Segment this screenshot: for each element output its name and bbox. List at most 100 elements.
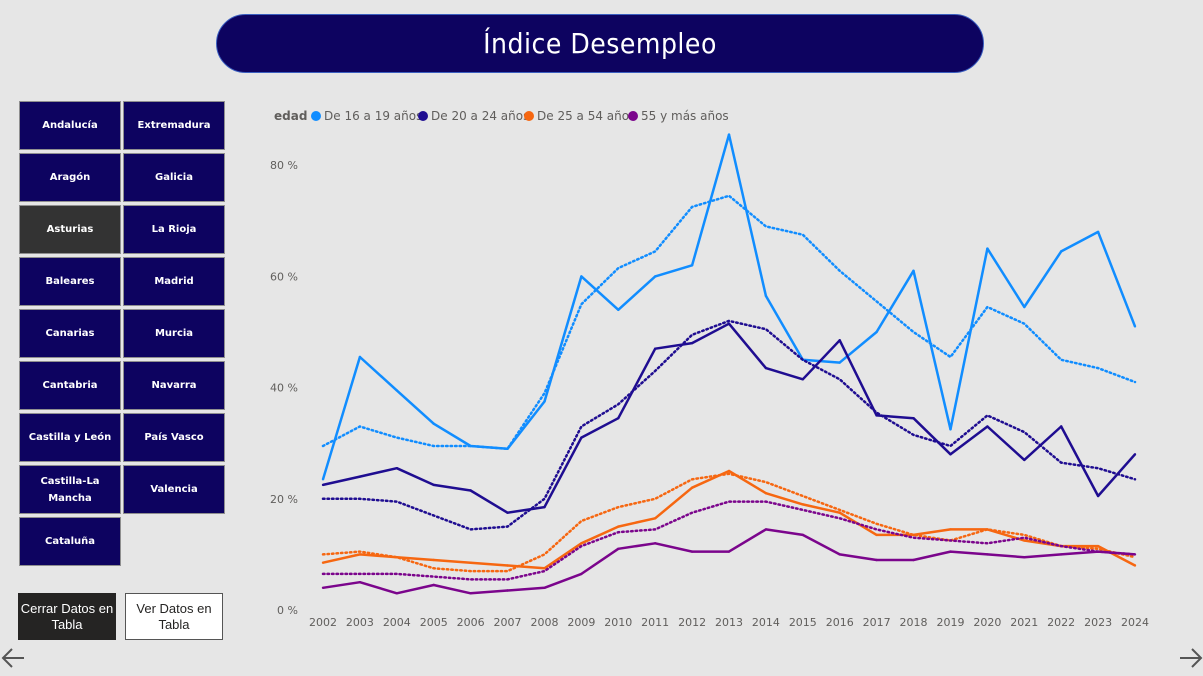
region-button[interactable]: Castilla-La Mancha bbox=[19, 465, 121, 514]
data-point bbox=[654, 347, 657, 350]
data-point bbox=[580, 542, 583, 545]
data-point bbox=[764, 492, 768, 495]
data-point bbox=[1096, 550, 1100, 553]
data-point bbox=[506, 511, 509, 514]
arrow-left-icon[interactable] bbox=[0, 646, 26, 670]
data-point bbox=[506, 589, 509, 592]
y-tick-label: 20 % bbox=[270, 493, 298, 506]
series-group bbox=[321, 500, 1137, 595]
data-point bbox=[875, 533, 878, 537]
data-point bbox=[801, 533, 804, 537]
region-button[interactable]: Cantabria bbox=[19, 361, 121, 410]
data-point bbox=[690, 550, 694, 553]
region-button[interactable]: Canarias bbox=[19, 309, 121, 358]
data-point bbox=[838, 553, 841, 556]
region-button[interactable]: Castilla y León bbox=[19, 413, 121, 462]
region-button[interactable]: Galicia bbox=[123, 153, 225, 202]
series-group bbox=[321, 469, 1137, 573]
x-tick-label: 2021 bbox=[1010, 616, 1038, 629]
region-button[interactable]: Madrid bbox=[123, 257, 225, 306]
data-point bbox=[654, 517, 657, 520]
data-point bbox=[395, 467, 398, 470]
region-button[interactable]: Baleares bbox=[19, 257, 121, 306]
data-point bbox=[912, 533, 915, 537]
data-point bbox=[654, 275, 657, 278]
x-tick-label: 2010 bbox=[604, 616, 632, 629]
data-point bbox=[543, 400, 546, 403]
region-button[interactable]: Extremadura bbox=[123, 101, 225, 150]
data-point bbox=[321, 586, 325, 589]
data-point bbox=[1133, 564, 1137, 567]
data-point bbox=[617, 547, 620, 550]
data-point bbox=[949, 453, 952, 456]
x-tick-label: 2014 bbox=[752, 616, 780, 629]
region-button[interactable]: Asturias bbox=[19, 205, 121, 254]
data-point bbox=[321, 483, 325, 487]
view-table-button[interactable]: Ver Datos en Tabla bbox=[125, 593, 223, 640]
series-group bbox=[321, 319, 1137, 531]
x-tick-label: 2020 bbox=[973, 616, 1001, 629]
legend-label: De 20 a 24 años bbox=[431, 109, 529, 123]
region-button[interactable]: Andalucía bbox=[19, 101, 121, 150]
data-point bbox=[469, 489, 472, 492]
data-point bbox=[395, 389, 398, 392]
data-point bbox=[432, 558, 435, 562]
region-button[interactable]: Valencia bbox=[123, 465, 225, 514]
data-point bbox=[432, 422, 435, 425]
x-tick-label: 2017 bbox=[863, 616, 891, 629]
data-point bbox=[764, 294, 768, 298]
data-point bbox=[875, 414, 878, 417]
x-tick-label: 2024 bbox=[1121, 616, 1149, 629]
region-button[interactable]: Cataluña bbox=[19, 517, 121, 566]
region-button[interactable]: Aragón bbox=[19, 153, 121, 202]
y-tick-label: 40 % bbox=[270, 382, 298, 395]
data-point bbox=[543, 505, 546, 509]
data-point bbox=[764, 366, 768, 370]
trend-line bbox=[321, 472, 1137, 573]
data-point bbox=[654, 542, 657, 545]
data-point bbox=[838, 339, 841, 342]
data-point bbox=[838, 361, 841, 364]
data-point bbox=[875, 330, 878, 334]
data-point bbox=[727, 133, 731, 136]
data-point bbox=[1023, 305, 1026, 309]
data-point bbox=[875, 558, 878, 562]
data-point bbox=[912, 269, 915, 272]
region-button[interactable]: Murcia bbox=[123, 309, 225, 358]
data-point bbox=[617, 525, 620, 528]
data-point bbox=[358, 553, 362, 556]
arrow-right-icon[interactable] bbox=[1178, 646, 1203, 670]
region-button[interactable]: La Rioja bbox=[123, 205, 225, 254]
x-tick-label: 2009 bbox=[567, 616, 595, 629]
trend-line bbox=[321, 194, 1137, 451]
data-point bbox=[949, 428, 952, 431]
series-group bbox=[321, 133, 1137, 481]
data-point bbox=[764, 528, 768, 531]
close-table-button[interactable]: Cerrar Datos en Tabla bbox=[18, 593, 116, 640]
data-point bbox=[727, 550, 731, 553]
x-tick-label: 2019 bbox=[936, 616, 964, 629]
data-point bbox=[912, 417, 915, 420]
data-point bbox=[321, 478, 325, 481]
data-point bbox=[1133, 453, 1137, 456]
data-point bbox=[986, 425, 989, 428]
data-point bbox=[469, 592, 472, 595]
y-tick-label: 60 % bbox=[270, 270, 298, 283]
data-point bbox=[1060, 553, 1063, 556]
trend-line bbox=[321, 319, 1137, 531]
legend-marker bbox=[311, 111, 321, 121]
data-point bbox=[1060, 250, 1063, 253]
data-point bbox=[801, 378, 804, 381]
data-point bbox=[1096, 230, 1100, 234]
data-point bbox=[986, 553, 989, 556]
trend-line bbox=[321, 500, 1137, 581]
legend-marker bbox=[418, 111, 428, 121]
data-point bbox=[690, 341, 694, 345]
region-button[interactable]: País Vasco bbox=[123, 413, 225, 462]
data-point bbox=[506, 564, 509, 567]
region-button[interactable]: Navarra bbox=[123, 361, 225, 410]
data-point bbox=[321, 561, 325, 564]
title-banner: Índice Desempleo bbox=[216, 14, 984, 73]
data-point bbox=[727, 469, 731, 473]
data-point bbox=[432, 583, 435, 587]
